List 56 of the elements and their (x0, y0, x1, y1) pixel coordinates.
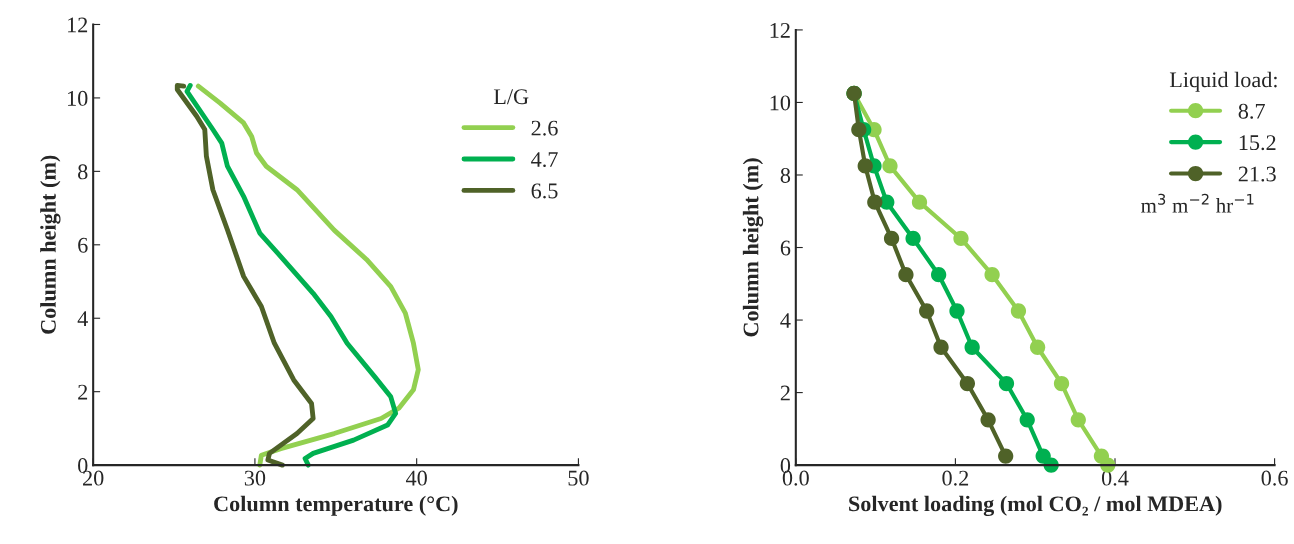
x-tick-label: 0.6 (1261, 470, 1288, 486)
y-tick-label: 6 (780, 240, 791, 256)
point (1070, 412, 1086, 428)
x-tick-label: 30 (244, 470, 266, 486)
point (1053, 375, 1070, 392)
point (933, 339, 949, 355)
point (905, 230, 921, 247)
y-tick-label: 12 (770, 22, 790, 38)
point (949, 303, 965, 319)
y-tick-label: 4 (780, 313, 791, 328)
point (1029, 339, 1046, 355)
y-tick-label: 2 (78, 384, 88, 400)
legend-title: Liquid load: (1169, 71, 1277, 92)
point (851, 122, 867, 138)
x-axis-title: Column temperature (°C) (214, 495, 458, 516)
y-axis-title: Column height (m) (40, 155, 61, 334)
point (1010, 303, 1027, 319)
point (883, 230, 900, 247)
point (931, 267, 947, 283)
point (911, 194, 928, 210)
legend-label: 4.7 (531, 152, 558, 168)
x-tick-label: 0.2 (942, 470, 969, 486)
y-tick-label: 10 (770, 95, 791, 111)
x-axis-title: Solvent loading (mol CO₂ / mol MDEA) (849, 495, 1222, 517)
x-tick-label: 0.4 (1101, 470, 1129, 486)
y-tick-label: 4 (77, 311, 88, 326)
legend-label: 6.5 (531, 183, 558, 199)
point (882, 158, 898, 174)
y-tick-label: 12 (68, 17, 88, 33)
x-tick-label: 50 (568, 470, 589, 486)
y-tick-label: 2 (780, 385, 790, 401)
y-tick-label: 6 (78, 237, 88, 253)
y-axis-title: Column height (m) (742, 158, 764, 337)
y-tick-label: 10 (68, 90, 88, 106)
y-tick-label: 8 (78, 164, 88, 180)
legend-title: L/G (493, 89, 529, 105)
legend-label: 2.6 (531, 120, 558, 136)
y-tick-label: 8 (780, 167, 791, 183)
annotation: m$^{3}$ m$^{−2}$ hr$^{−1}$ (1141, 193, 1254, 213)
legend-label: 8.7 (1238, 103, 1265, 119)
line-series (174, 83, 316, 468)
point (898, 267, 914, 283)
x-tick-label: 40 (405, 470, 427, 486)
point (953, 230, 969, 247)
point (857, 158, 873, 174)
point (964, 339, 980, 355)
point (1019, 412, 1035, 428)
point (998, 448, 1014, 464)
point (984, 267, 1000, 283)
point (998, 375, 1015, 392)
point (959, 375, 976, 392)
point (919, 303, 935, 319)
point (867, 194, 883, 210)
point (980, 412, 996, 428)
legend-label: 15.2 (1239, 135, 1276, 151)
legend-label: 21.3 (1238, 166, 1276, 182)
